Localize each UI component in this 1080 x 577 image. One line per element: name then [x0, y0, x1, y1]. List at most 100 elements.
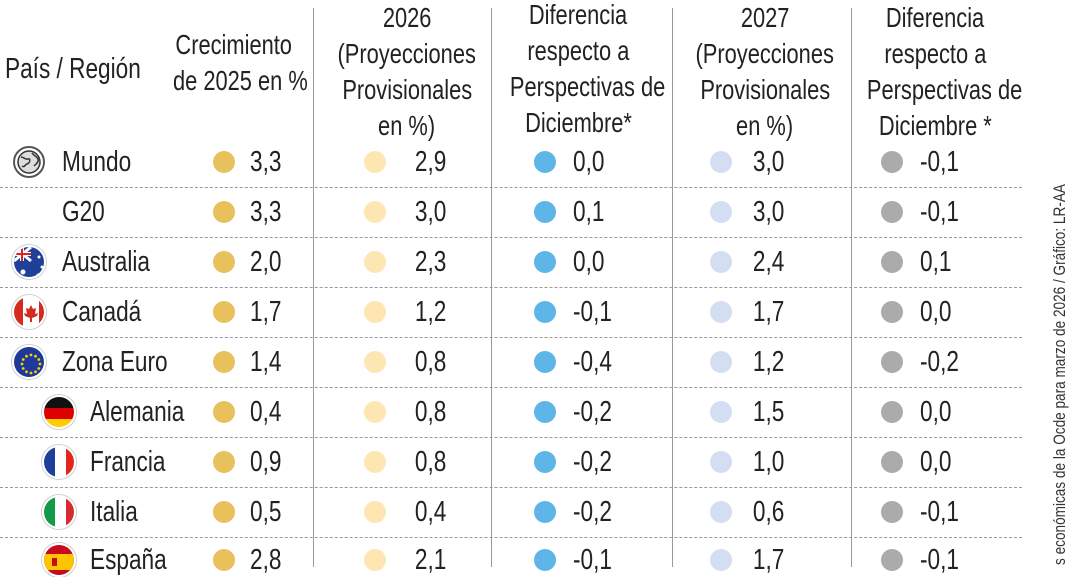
- value-cell: 0,0: [573, 246, 605, 278]
- canada-flag-icon: [12, 295, 46, 329]
- header-line: Crecimiento: [175, 29, 293, 60]
- row-divider: [0, 287, 1022, 288]
- header-proj-2027: 2027 (Proyecciones Provisionales en %): [675, 0, 855, 144]
- diff-2026-dot: [534, 501, 556, 523]
- growth-2025-dot: [213, 549, 235, 571]
- diff-2027-dot: [881, 549, 903, 571]
- proj-2026-dot: [364, 201, 386, 223]
- growth-2025-dot: [213, 251, 235, 273]
- diff-2026-dot: [534, 451, 556, 473]
- value-cell: 0,0: [920, 446, 952, 478]
- header-line: Perspectivas de: [509, 71, 666, 102]
- header-proj-2026: 2026 (Proyecciones Provisionales en %): [317, 0, 497, 144]
- diff-2026-dot: [534, 151, 556, 173]
- growth-2025-dot: [213, 401, 235, 423]
- value-cell: 3,3: [250, 146, 282, 178]
- country-name: Francia: [90, 446, 166, 478]
- value-cell: -0,1: [920, 146, 959, 178]
- value-cell: 0,8: [414, 396, 446, 428]
- diff-2027-dot: [881, 501, 903, 523]
- value-cell: 2,9: [414, 146, 446, 178]
- diff-2027-dot: [881, 451, 903, 473]
- country-name: Alemania: [90, 396, 185, 428]
- value-cell: 3,0: [752, 196, 784, 228]
- value-cell: -0,1: [920, 496, 959, 528]
- header-line: Diciembre*: [524, 107, 632, 138]
- header-country: País / Región: [5, 53, 141, 85]
- value-cell: 0,1: [573, 196, 605, 228]
- australia-flag-icon: [12, 245, 46, 279]
- value-cell: 1,0: [752, 446, 784, 478]
- country-name: Zona Euro: [62, 346, 168, 378]
- proj-2026-dot: [364, 351, 386, 373]
- proj-2026-dot: [364, 501, 386, 523]
- header-line: Diferencia: [885, 2, 985, 33]
- growth-2025-dot: [213, 501, 235, 523]
- growth-2025-dot: [213, 201, 235, 223]
- value-cell: -0,1: [573, 544, 612, 576]
- diff-2027-dot: [881, 401, 903, 423]
- source-credit: s económicas de la Ocde para marzo de 20…: [1050, 184, 1069, 565]
- diff-2027-dot: [881, 201, 903, 223]
- row-divider: [0, 187, 1022, 188]
- country-name: Italia: [90, 496, 138, 528]
- value-cell: 2,1: [414, 544, 446, 576]
- header-line: Provisionales: [700, 74, 830, 105]
- value-cell: 0,8: [414, 446, 446, 478]
- proj-2027-dot: [710, 401, 732, 423]
- italy-flag-icon: [42, 495, 76, 529]
- value-cell: -0,1: [573, 296, 612, 328]
- header-line: respecto a: [884, 38, 986, 69]
- value-cell: 2,8: [250, 544, 282, 576]
- diff-2026-dot: [534, 301, 556, 323]
- eu-flag-icon: [12, 345, 46, 379]
- proj-2027-dot: [710, 451, 732, 473]
- value-cell: -0,2: [920, 346, 959, 378]
- value-cell: 2,4: [752, 246, 784, 278]
- country-name: Australia: [62, 246, 151, 278]
- header-line: Provisionales: [342, 74, 472, 105]
- proj-2026-dot: [364, 251, 386, 273]
- country-name: Mundo: [62, 146, 132, 178]
- value-cell: 1,7: [752, 296, 784, 328]
- header-growth-2025: Crecimiento de 2025 en %: [154, 27, 314, 99]
- header-line: 2026: [382, 2, 432, 33]
- header-line: respecto a: [527, 35, 629, 66]
- value-cell: 0,4: [250, 396, 282, 428]
- growth-2025-dot: [213, 301, 235, 323]
- globe-icon: [12, 145, 46, 179]
- header-diff-2026: Diferencia respecto a Perspectivas de Dicie…: [488, 0, 668, 141]
- value-cell: -0,4: [573, 346, 612, 378]
- france-flag-icon: [42, 445, 76, 479]
- value-cell: 3,0: [752, 146, 784, 178]
- spain-flag-icon: [42, 543, 76, 577]
- value-cell: 0,8: [414, 346, 446, 378]
- header-line: (Proyecciones: [695, 38, 835, 69]
- row-divider: [0, 237, 1022, 238]
- value-cell: 1,7: [250, 296, 282, 328]
- value-cell: 0,9: [250, 446, 282, 478]
- value-cell: 2,0: [250, 246, 282, 278]
- value-cell: -0,1: [920, 196, 959, 228]
- value-cell: 2,3: [414, 246, 446, 278]
- header-line: en %): [736, 110, 794, 141]
- germany-flag-icon: [42, 395, 76, 429]
- proj-2027-dot: [710, 201, 732, 223]
- country-name: G20: [62, 196, 105, 228]
- proj-2027-dot: [710, 301, 732, 323]
- value-cell: -0,1: [920, 544, 959, 576]
- proj-2027-dot: [710, 251, 732, 273]
- value-cell: 1,4: [250, 346, 282, 378]
- diff-2027-dot: [881, 351, 903, 373]
- header-line: 2027: [740, 2, 790, 33]
- header-line: Diciembre *: [878, 110, 992, 141]
- growth-2025-dot: [213, 451, 235, 473]
- value-cell: 3,0: [414, 196, 446, 228]
- value-cell: 1,2: [752, 346, 784, 378]
- header-line: Perspectivas de: [866, 74, 1023, 105]
- value-cell: -0,2: [573, 496, 612, 528]
- header-line: de 2025 en %: [173, 65, 308, 96]
- value-cell: 0,4: [414, 496, 446, 528]
- header-line: (Proyecciones: [337, 38, 477, 69]
- row-divider: [0, 337, 1022, 338]
